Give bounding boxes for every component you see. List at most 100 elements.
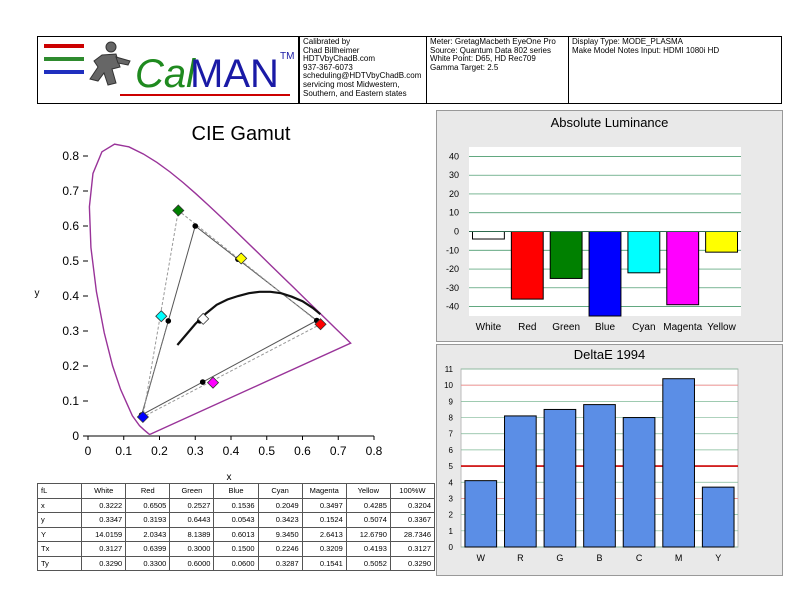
deltae-category-label: C bbox=[636, 553, 643, 563]
table-cell: 0.6000 bbox=[169, 555, 215, 571]
report-header: Cal MAN TM Calibrated by Chad Billheimer H… bbox=[37, 36, 782, 104]
table-cell: 0.2246 bbox=[257, 541, 303, 557]
luminance-chart-panel: Absolute Luminance 40 30 20 10 0 -10 -20 -30 -40… bbox=[436, 110, 783, 342]
deltae-chart: 0 1 2 3 4 5 6 7 8 9 10 11 W R G B C M Y bbox=[444, 365, 739, 563]
table-cell: 0.6013 bbox=[213, 526, 259, 542]
cie-x-tick-label: 0.1 bbox=[115, 444, 132, 458]
cie-x-tick-label: 0.2 bbox=[151, 444, 168, 458]
luminance-y-tick-label: 40 bbox=[449, 151, 459, 161]
logo-cal-text: Cal bbox=[135, 52, 196, 96]
table-cell: 0.3204 bbox=[389, 497, 436, 513]
table-row: Tx 0.3127 0.6399 0.3000 0.1500 0.2246 0.3209 0.… bbox=[36, 541, 436, 557]
luminance-category-label: White bbox=[476, 322, 502, 333]
calibrator-info: Calibrated by Chad Billheimer HDTVbyChadB.… bbox=[300, 37, 427, 103]
logo-underline bbox=[120, 94, 290, 96]
table-cell: 0.3209 bbox=[301, 541, 347, 557]
table-cell: 0.6505 bbox=[125, 497, 171, 513]
cie-x-tick-label: 0.6 bbox=[294, 444, 311, 458]
table-cell: 0.6399 bbox=[125, 541, 171, 557]
deltae-category-label: G bbox=[556, 553, 563, 563]
calibrator-info-line: servicing most Midwestern, bbox=[303, 79, 400, 89]
deltae-chart-panel: DeltaE 1994 0 1 2 3 4 5 6 7 8 9 10 11 W R G B C M Y bbox=[436, 344, 783, 576]
deltae-chart-title: DeltaE 1994 bbox=[573, 347, 646, 362]
luminance-bar bbox=[705, 231, 739, 253]
table-cell: 12.6790 bbox=[345, 526, 391, 542]
table-header-cell: fL bbox=[36, 483, 83, 499]
table-cell: 0.1500 bbox=[213, 541, 259, 557]
table-cell: 0.6443 bbox=[169, 512, 215, 528]
meter-info-line: Source: Quantum Data 802 series bbox=[430, 45, 551, 55]
cie-x-tick-label: 0.4 bbox=[223, 444, 240, 458]
luminance-y-tick-label: -40 bbox=[446, 302, 459, 312]
deltae-bar bbox=[583, 404, 616, 548]
deltae-y-tick-label: 11 bbox=[445, 365, 454, 374]
table-row: Ty 0.3290 0.3300 0.6000 0.0600 0.3287 0.1541 0.… bbox=[36, 555, 436, 571]
table-cell: 0.3290 bbox=[389, 555, 436, 571]
table-row: y 0.3347 0.3193 0.6443 0.0543 0.3423 0.1524 0.5… bbox=[36, 512, 436, 528]
luminance-category-label: Cyan bbox=[632, 322, 655, 333]
cie-y-tick-label: 0.2 bbox=[62, 359, 79, 373]
luminance-y-tick-label: 0 bbox=[454, 227, 459, 237]
luminance-category-label: Blue bbox=[595, 322, 615, 333]
deltae-category-label: W bbox=[477, 553, 486, 563]
luminance-y-tick-label: 30 bbox=[449, 170, 459, 180]
display-info: Display Type: MODE_PLASMA Make Model Note… bbox=[569, 37, 781, 103]
target-point bbox=[199, 379, 206, 385]
cie-x-axis-label: x bbox=[227, 472, 232, 482]
table-cell: 0.0600 bbox=[213, 555, 259, 571]
deltae-bar bbox=[504, 415, 537, 548]
cie-chart-title: CIE Gamut bbox=[192, 123, 291, 145]
table-header-cell: Yellow bbox=[345, 483, 391, 499]
logo-man-text: MAN bbox=[190, 52, 279, 96]
deltae-category-label: Y bbox=[715, 553, 721, 563]
luminance-bar bbox=[510, 231, 544, 300]
cie-y-tick-label: 0.1 bbox=[62, 394, 79, 408]
cie-x-tick-label: 0.3 bbox=[187, 444, 204, 458]
table-cell: 2.6413 bbox=[301, 526, 347, 542]
luminance-y-tick-label: 20 bbox=[449, 189, 459, 199]
cie-plot-area bbox=[88, 143, 352, 436]
deltae-y-tick-label: 7 bbox=[449, 430, 454, 439]
table-cell: 0.1541 bbox=[301, 555, 347, 571]
calman-logo: Cal MAN TM bbox=[38, 37, 300, 103]
measurement-table: fL White Red Green Blue Cyan Magenta Yellow 100%… bbox=[36, 483, 436, 571]
table-cell: 0.4193 bbox=[345, 541, 391, 557]
cie-x-tick-label: 0.8 bbox=[366, 444, 383, 458]
cie-y-tick-label: 0 bbox=[72, 429, 79, 443]
table-cell: 0.2527 bbox=[169, 497, 215, 513]
calibrator-info-line: Calibrated by bbox=[303, 37, 351, 46]
table-cell: 28.7346 bbox=[389, 526, 436, 542]
table-row: Y 14.0159 2.0343 8.1389 0.6013 9.3450 2.6413 12… bbox=[36, 526, 436, 542]
table-row-header: Y bbox=[36, 526, 83, 542]
deltae-y-tick-label: 8 bbox=[449, 414, 454, 423]
calibrator-info-line: 937-367-6073 bbox=[303, 62, 353, 72]
table-cell: 0.3127 bbox=[389, 541, 436, 557]
luminance-category-label: Red bbox=[518, 322, 536, 333]
cie-x-tick-label: 0.5 bbox=[258, 444, 275, 458]
table-cell: 0.3222 bbox=[81, 497, 127, 513]
table-cell: 0.1524 bbox=[301, 512, 347, 528]
deltae-y-tick-label: 6 bbox=[449, 446, 454, 455]
deltae-y-tick-label: 5 bbox=[449, 462, 454, 471]
table-cell: 0.3287 bbox=[257, 555, 303, 571]
table-header-cell: White bbox=[81, 483, 127, 499]
display-info-line: Display Type: MODE_PLASMA bbox=[572, 37, 684, 46]
table-header-cell: Green bbox=[169, 483, 215, 499]
luminance-y-tick-label: -10 bbox=[446, 245, 459, 255]
table-cell: 0.0543 bbox=[213, 512, 259, 528]
table-header-cell: Red bbox=[125, 483, 171, 499]
measured-point bbox=[235, 252, 248, 265]
calibrator-info-line: Southern, and Eastern states bbox=[303, 88, 407, 98]
table-cell: 0.3193 bbox=[125, 512, 171, 528]
luminance-bar bbox=[666, 231, 700, 306]
table-cell: 0.3000 bbox=[169, 541, 215, 557]
logo-green-stripe bbox=[44, 57, 84, 61]
table-cell: 2.0343 bbox=[125, 526, 171, 542]
cie-y-tick-label: 0.6 bbox=[62, 219, 79, 233]
meter-info: Meter: GretagMacbeth EyeOne Pro Source: Q… bbox=[427, 37, 569, 103]
measured-point bbox=[155, 310, 168, 323]
luminance-bar bbox=[588, 231, 622, 317]
table-header-cell: Cyan bbox=[257, 483, 303, 499]
luminance-y-tick-label: -30 bbox=[446, 283, 459, 293]
deltae-category-label: B bbox=[596, 553, 602, 563]
